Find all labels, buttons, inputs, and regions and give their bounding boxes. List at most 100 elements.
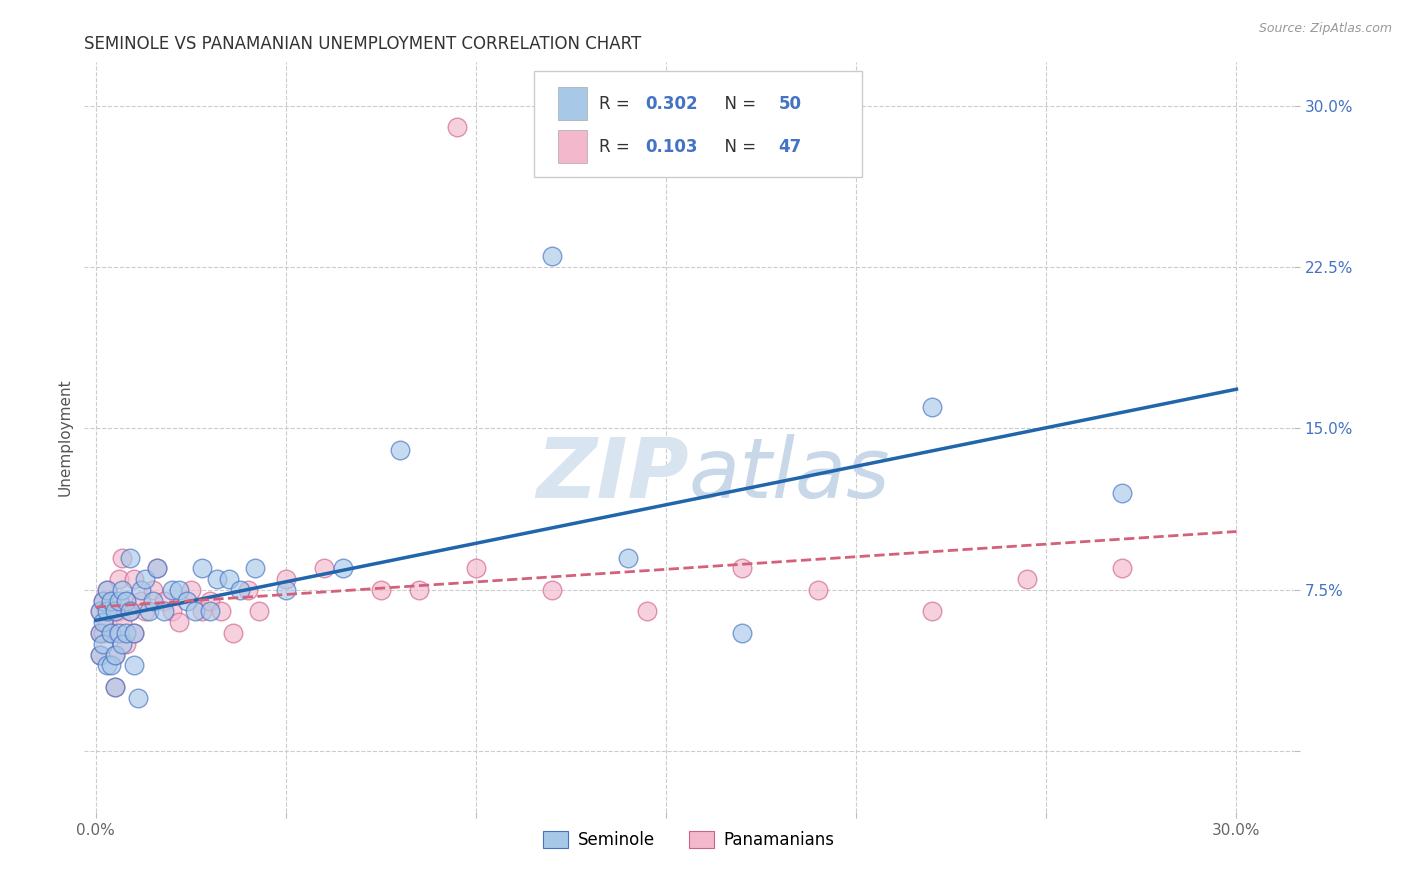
Point [111,637,134,651]
Point [207,572,229,586]
Point [636,605,658,619]
Point [245,561,267,575]
Point [247,605,270,619]
Text: atlas: atlas [689,434,890,515]
Point [541,582,564,597]
Point [617,550,640,565]
Point [122,572,145,586]
Point [89,605,111,619]
Point [93,615,115,630]
Point [153,605,176,619]
Point [388,442,411,457]
Point [111,615,134,630]
Point [107,593,129,607]
Point [100,658,122,673]
Point [131,593,153,607]
Point [100,593,122,607]
Point [160,605,183,619]
FancyBboxPatch shape [558,87,588,120]
Text: 0.302: 0.302 [645,95,697,112]
Point [118,605,141,619]
Point [115,593,138,607]
Point [115,637,138,651]
Point [89,626,111,640]
Point [921,605,943,619]
Point [370,582,392,597]
Point [191,561,214,575]
Text: R =: R = [599,95,636,112]
Point [122,626,145,640]
Point [229,582,252,597]
Point [115,626,138,640]
Text: 47: 47 [779,137,801,156]
Point [180,582,202,597]
Point [221,626,243,640]
Text: N =: N = [714,95,762,112]
Point [104,605,127,619]
Text: N =: N = [714,137,762,156]
Legend: Seminole, Panamanians: Seminole, Panamanians [537,824,841,855]
FancyBboxPatch shape [534,71,862,178]
Point [122,626,145,640]
Text: 50: 50 [779,95,801,112]
Point [96,658,118,673]
Text: Source: ZipAtlas.com: Source: ZipAtlas.com [1258,22,1392,36]
Point [104,648,127,662]
Point [153,593,176,607]
Point [1017,572,1039,586]
Point [100,626,122,640]
Point [89,626,111,640]
Point [145,561,167,575]
Point [89,605,111,619]
Point [1111,561,1133,575]
Point [111,550,134,565]
Point [96,615,118,630]
Point [169,615,191,630]
Point [921,400,943,414]
Text: ZIP: ZIP [536,434,689,515]
Point [209,605,232,619]
Point [118,605,141,619]
Point [93,637,115,651]
Text: SEMINOLE VS PANAMANIAN UNEMPLOYMENT CORRELATION CHART: SEMINOLE VS PANAMANIAN UNEMPLOYMENT CORR… [84,35,641,53]
Point [465,561,488,575]
Point [118,550,141,565]
Point [541,249,564,263]
Point [142,582,165,597]
Point [104,605,127,619]
Point [100,626,122,640]
Point [236,582,259,597]
Point [131,582,153,597]
Text: R =: R = [599,137,636,156]
Point [332,561,354,575]
Point [104,648,127,662]
Point [96,582,118,597]
Point [274,582,297,597]
Point [191,605,214,619]
Point [134,572,156,586]
Point [145,561,167,575]
Point [104,680,127,694]
Point [93,626,115,640]
Point [111,582,134,597]
Point [134,605,156,619]
Point [89,648,111,662]
Point [408,582,430,597]
Point [807,582,830,597]
Point [96,605,118,619]
Point [274,572,297,586]
Point [107,626,129,640]
Point [127,690,149,705]
Point [218,572,240,586]
Point [176,593,198,607]
Point [1111,486,1133,500]
Point [160,582,183,597]
Point [138,605,160,619]
Point [198,605,221,619]
Point [312,561,335,575]
Point [93,593,115,607]
Point [96,582,118,597]
Point [100,593,122,607]
Point [89,648,111,662]
Point [446,120,468,134]
